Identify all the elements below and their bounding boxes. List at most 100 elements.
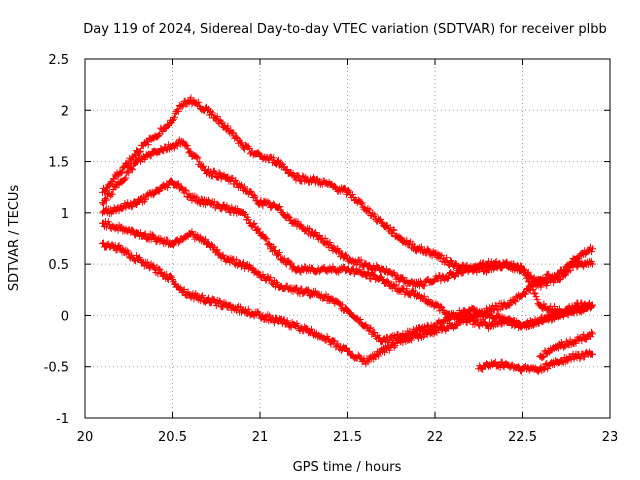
data-point bbox=[420, 292, 428, 300]
data-point bbox=[375, 352, 383, 360]
data-point bbox=[336, 300, 344, 308]
data-point bbox=[102, 196, 110, 204]
data-point bbox=[141, 195, 149, 203]
data-point bbox=[208, 109, 216, 117]
data-point bbox=[287, 259, 295, 267]
data-point bbox=[453, 312, 461, 320]
data-point bbox=[229, 175, 237, 183]
data-point bbox=[263, 235, 271, 243]
data-point bbox=[128, 203, 136, 211]
data-point bbox=[588, 328, 596, 336]
data-point bbox=[250, 191, 258, 199]
data-point bbox=[365, 269, 373, 277]
data-point bbox=[181, 186, 189, 194]
y-tick-label: 0 bbox=[61, 309, 69, 324]
data-point bbox=[544, 365, 552, 373]
data-point bbox=[447, 257, 455, 265]
data-point bbox=[551, 303, 559, 311]
data-point bbox=[244, 216, 252, 224]
data-point bbox=[199, 292, 207, 300]
data-point bbox=[155, 265, 163, 273]
data-point bbox=[523, 318, 531, 326]
axis-ticks: 20 20.5 21 21.5 22 22.5 23-1-0.500.511.522.5 bbox=[44, 53, 619, 445]
data-point bbox=[523, 273, 531, 281]
data-point bbox=[233, 133, 241, 141]
data-point bbox=[535, 319, 543, 327]
data-point bbox=[145, 264, 153, 272]
data-point bbox=[575, 254, 583, 262]
x-tick-label: 23 bbox=[602, 430, 619, 445]
data-point bbox=[102, 185, 110, 193]
data-point bbox=[259, 312, 267, 320]
data-point bbox=[214, 201, 222, 209]
data-point bbox=[520, 290, 528, 298]
data-point bbox=[115, 181, 123, 189]
data-point bbox=[101, 195, 109, 203]
data-point bbox=[163, 146, 171, 154]
data-point bbox=[257, 196, 265, 204]
data-point bbox=[540, 365, 548, 373]
series-track-4 bbox=[99, 218, 596, 346]
data-point bbox=[250, 220, 258, 228]
data-point bbox=[147, 152, 155, 160]
data-point bbox=[117, 169, 125, 177]
data-point bbox=[437, 277, 445, 285]
data-point bbox=[215, 169, 223, 177]
data-point bbox=[339, 301, 347, 309]
data-point bbox=[207, 241, 215, 249]
data-point bbox=[480, 259, 488, 267]
data-point bbox=[403, 236, 411, 244]
data-point bbox=[129, 226, 137, 234]
data-point bbox=[206, 168, 214, 176]
data-point bbox=[150, 233, 158, 241]
data-point bbox=[283, 165, 291, 173]
data-point bbox=[125, 169, 133, 177]
data-point bbox=[178, 103, 186, 111]
data-points bbox=[99, 94, 596, 376]
data-point bbox=[220, 201, 228, 209]
data-point bbox=[245, 144, 253, 152]
data-point bbox=[480, 267, 488, 275]
data-point bbox=[195, 98, 203, 106]
data-point bbox=[230, 129, 238, 137]
y-axis-label: SDTVAR / TECUs bbox=[7, 185, 22, 292]
data-point bbox=[216, 297, 224, 305]
data-point bbox=[251, 193, 259, 201]
data-point bbox=[99, 239, 107, 247]
data-point bbox=[254, 148, 262, 156]
data-point bbox=[335, 248, 343, 256]
data-point bbox=[519, 265, 527, 273]
data-point bbox=[397, 234, 405, 242]
data-point bbox=[567, 261, 575, 269]
data-point bbox=[182, 187, 190, 195]
y-tick-label: 2.5 bbox=[48, 53, 69, 68]
data-point bbox=[581, 353, 589, 361]
x-tick-label: 22 bbox=[427, 430, 444, 445]
data-point bbox=[183, 142, 191, 150]
data-point bbox=[217, 118, 225, 126]
data-point bbox=[136, 147, 144, 155]
chart-title: Day 119 of 2024, Sidereal Day-to-day VTE… bbox=[83, 22, 607, 37]
data-point bbox=[105, 181, 113, 189]
data-point bbox=[524, 323, 532, 331]
x-tick-label: 21 bbox=[252, 430, 269, 445]
data-point bbox=[560, 266, 568, 274]
data-point bbox=[270, 154, 278, 162]
data-point bbox=[371, 211, 379, 219]
data-point bbox=[392, 281, 400, 289]
data-point bbox=[521, 290, 529, 298]
data-point bbox=[117, 223, 125, 231]
data-point bbox=[213, 112, 221, 120]
y-tick-label: 2 bbox=[61, 104, 69, 119]
data-point bbox=[198, 293, 206, 301]
data-point bbox=[150, 190, 158, 198]
data-point bbox=[366, 274, 374, 282]
data-point bbox=[301, 263, 309, 271]
data-point bbox=[532, 281, 540, 289]
data-point bbox=[502, 259, 510, 267]
data-point bbox=[326, 238, 334, 246]
data-point bbox=[225, 204, 233, 212]
data-point bbox=[423, 331, 431, 339]
data-point bbox=[241, 306, 249, 314]
